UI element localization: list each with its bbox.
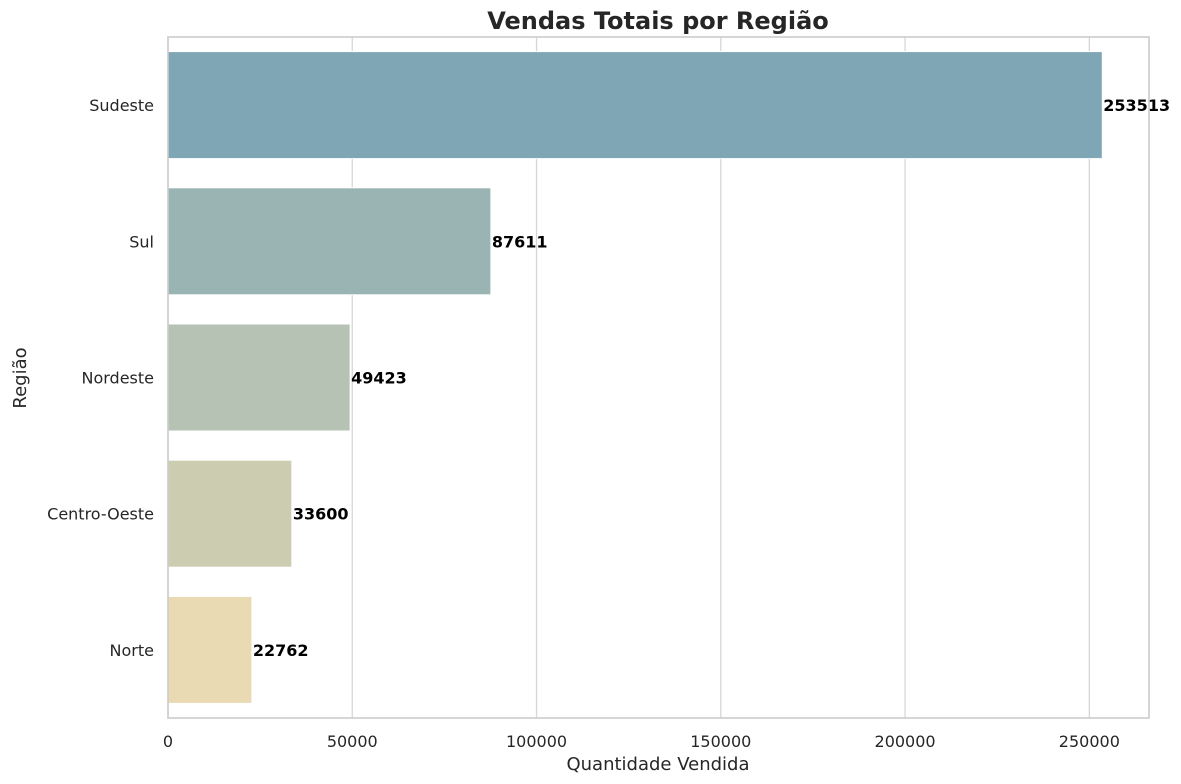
x-tick-label: 200000 [875, 732, 936, 751]
y-tick-label: Norte [110, 641, 154, 660]
bar-centro-oeste [167, 459, 293, 568]
bar-sudeste [167, 51, 1103, 160]
bar-nordeste [167, 323, 351, 432]
data-label: 87611 [492, 232, 548, 251]
x-tick-label: 100000 [506, 732, 567, 751]
bar-sul [167, 187, 492, 296]
x-axis-label: Quantidade Vendida [566, 754, 749, 775]
plot-frame [167, 36, 1150, 719]
x-tick-label: 250000 [1059, 732, 1120, 751]
data-label: 49423 [351, 369, 407, 388]
y-tick-label: Sudeste [89, 96, 154, 115]
bar-norte [167, 595, 253, 704]
y-axis-label: Região [10, 347, 31, 408]
y-tick-label: Centro-Oeste [47, 505, 154, 524]
y-tick-label: Sul [129, 232, 154, 251]
x-tick-label: 0 [163, 732, 173, 751]
bars [167, 51, 1103, 704]
x-tick-label: 150000 [690, 732, 751, 751]
data-label: 22762 [253, 641, 309, 660]
data-label: 33600 [293, 505, 349, 524]
data-labels: 253513 87611 49423 33600 22762 [253, 96, 1170, 660]
chart-title: Vendas Totais por Região [487, 7, 829, 35]
y-tick-labels: Sudeste Sul Nordeste Centro-Oeste Norte [47, 96, 154, 660]
x-tick-labels: 0 50000 100000 150000 200000 250000 [163, 732, 1120, 751]
data-label: 253513 [1103, 96, 1170, 115]
y-tick-label: Nordeste [81, 369, 154, 388]
x-tick-label: 50000 [327, 732, 378, 751]
